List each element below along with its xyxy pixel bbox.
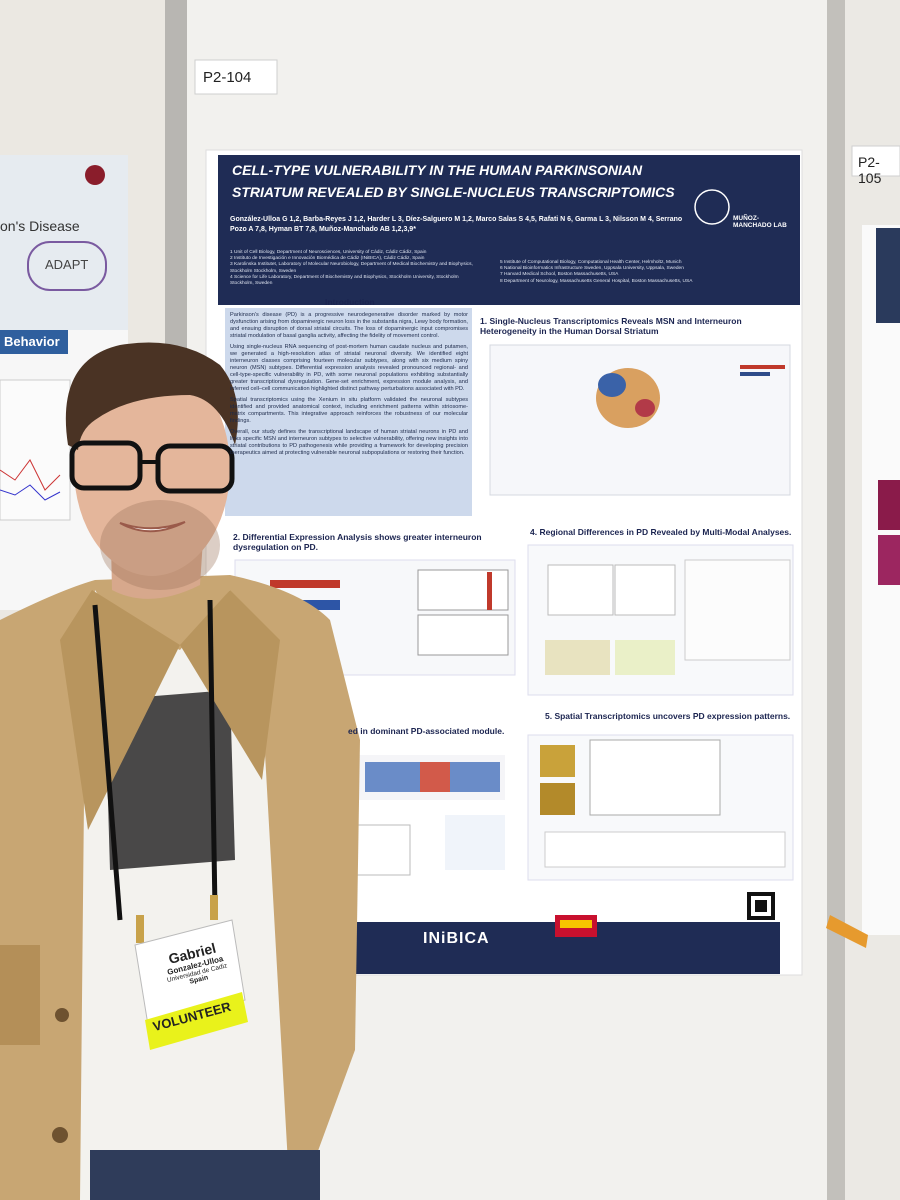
- bar: [740, 365, 785, 369]
- bar: [487, 572, 492, 610]
- plot: [547, 564, 614, 616]
- left-poster-logo-text: ADAPT: [45, 257, 89, 272]
- adapt-logo: [27, 241, 107, 291]
- affiliation: 7 Harvard Medical School, Boston Massach…: [500, 272, 619, 278]
- paragraph: Spatial transcriptomics using the Xenium…: [230, 396, 468, 424]
- institute-logo: INiBICA: [423, 930, 490, 947]
- glasses: [69, 440, 143, 491]
- left-poster-section: Behavior: [4, 334, 60, 349]
- paragraph: Overall, our study defines the transcrip…: [230, 428, 468, 456]
- qr-code: [755, 900, 767, 912]
- plot: [417, 569, 509, 611]
- affiliation: 4 Science for Life Laboratory, Departmen…: [230, 274, 459, 287]
- collar: [180, 590, 280, 780]
- board-number: P2-105: [858, 154, 882, 187]
- intro-text: Parkinson's disease (PD) is a progressiv…: [230, 312, 468, 461]
- affiliation: 3 Karolinska Institutet, Laboratory of M…: [230, 262, 473, 274]
- affiliations: 1 Unit of Cell Biology, Department of Ne…: [230, 250, 480, 287]
- histology: [878, 535, 900, 585]
- board-frame: [827, 0, 845, 1200]
- plot: [615, 640, 675, 675]
- affiliation: 6 National Bioinformatics Infrastructure…: [500, 266, 684, 272]
- umap: [598, 373, 626, 397]
- board-number: P2-104: [203, 69, 252, 86]
- affiliation: 2 Instituto de Investigación e Innovació…: [230, 256, 425, 262]
- collar: [60, 590, 180, 830]
- badge: [134, 919, 246, 1026]
- face: [74, 360, 230, 576]
- plot-grid: [684, 559, 791, 661]
- section-heading: Introduction: [325, 297, 375, 307]
- logo: [85, 165, 105, 185]
- umap: [635, 399, 655, 417]
- heatmap-cells: [420, 762, 450, 792]
- histology: [878, 480, 900, 530]
- paragraph: Parkinson's disease (PD) is a progressiv…: [230, 312, 468, 339]
- poster-footer: [300, 922, 780, 974]
- plot: [614, 564, 676, 616]
- clip: [210, 895, 218, 920]
- section-heading: 4. Regional Differences in PD Revealed b…: [530, 527, 792, 537]
- lab-logo: [694, 189, 730, 225]
- clip: [136, 915, 144, 943]
- affiliation: 8 Department of Neurology, Massachusetts…: [500, 278, 693, 284]
- glasses: [155, 443, 235, 494]
- plot-line: [0, 484, 61, 501]
- section-heading: 2. Differential Expression Analysis show…: [233, 532, 482, 552]
- sign: [851, 145, 900, 177]
- left-poster-title: on's Disease: [0, 218, 80, 234]
- lab-name: MUÑOZ-MANCHADO LAB: [733, 215, 787, 230]
- jeans: [90, 1150, 320, 1200]
- spatial-plot: [445, 815, 505, 870]
- plot: [589, 739, 721, 816]
- section-heading: 5. Spatial Transcriptomics uncovers PD e…: [545, 711, 791, 721]
- beard: [100, 500, 220, 590]
- volunteer-strip: [145, 992, 248, 1050]
- smile: [119, 521, 186, 533]
- intro-box: [225, 308, 472, 516]
- tape: [826, 915, 868, 948]
- tissue: [540, 783, 575, 815]
- tissue: [540, 745, 575, 777]
- lanyard: [92, 604, 123, 921]
- button: [55, 1008, 69, 1022]
- lanyard: [207, 599, 218, 911]
- bar: [270, 580, 340, 588]
- plot: [349, 824, 411, 876]
- poster-title: CELL-TYPE VULNERABILITY IN THE HUMAN PAR…: [232, 162, 702, 200]
- poster-title-line: CELL-TYPE VULNERABILITY IN THE HUMAN PAR…: [232, 162, 643, 178]
- poster-title-line: STRIATUM REVEALED BY SINGLE-NUCLEUS TRAN…: [232, 184, 675, 201]
- hair: [65, 342, 238, 450]
- bar: [740, 372, 770, 376]
- plot: [417, 614, 509, 656]
- sign: [194, 59, 278, 95]
- plot: [544, 831, 786, 868]
- button: [52, 1127, 68, 1143]
- section-heading: 1. Single-Nucleus Transcriptomics Reveal…: [480, 316, 742, 336]
- affiliation: 5 Institute of Computational Biology, Co…: [500, 260, 682, 265]
- affiliations: 5 Institute of Computational Biology, Co…: [500, 260, 780, 285]
- behavior-band: [0, 330, 68, 354]
- affiliation: 1 Unit of Cell Biology, Department of Ne…: [230, 250, 427, 255]
- shirt-print: [105, 690, 235, 870]
- poster-banner: [218, 155, 800, 305]
- section-heading: ed in dominant PD-associated module.: [348, 726, 505, 736]
- authors: González-Ulloa G 1,2, Barba-Reyes J 1,2,…: [230, 216, 683, 233]
- paragraph: Using single-nucleus RNA sequencing of p…: [230, 343, 468, 392]
- logo: [560, 920, 592, 928]
- right-poster-header: [876, 228, 900, 323]
- plot: [0, 379, 71, 521]
- plot: [545, 640, 610, 675]
- pocket: [0, 945, 40, 1045]
- plot-line: [0, 459, 61, 491]
